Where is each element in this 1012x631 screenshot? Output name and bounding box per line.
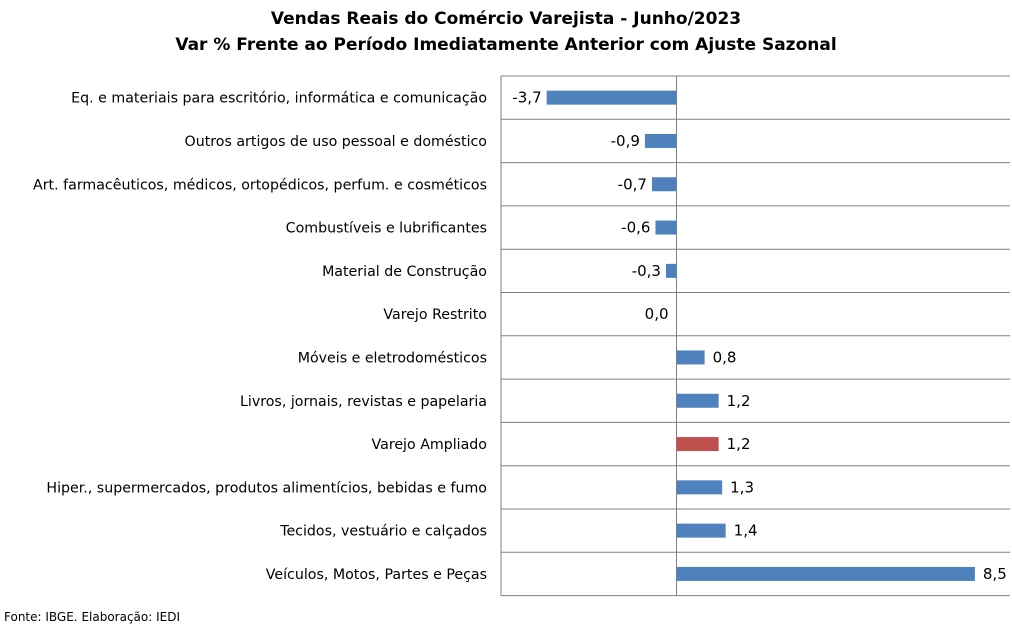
value-label: -3,7 [512, 89, 541, 107]
category-label: Veículos, Motos, Partes e Peças [266, 567, 487, 583]
value-label: -0,9 [611, 132, 640, 150]
value-label: -0,6 [621, 219, 650, 237]
category-label: Eq. e materiais para escritório, informá… [71, 91, 487, 107]
category-label: Móveis e eletrodomésticos [298, 350, 487, 366]
value-label: -0,3 [632, 262, 661, 280]
bar [676, 437, 719, 452]
bar [665, 263, 677, 278]
category-label: Tecidos, vestuário e calçados [279, 524, 487, 540]
value-label: -0,7 [618, 175, 647, 193]
bar [676, 480, 723, 495]
bar [644, 133, 677, 148]
category-label: Material de Construção [322, 264, 487, 280]
bar [546, 90, 677, 105]
chart-title-line-1: Vendas Reais do Comércio Varejista - Jun… [270, 9, 742, 29]
category-label: Art. farmacêuticos, médicos, ortopédicos… [33, 177, 487, 193]
category-label: Hiper., supermercados, produtos alimentí… [46, 480, 487, 496]
value-label: 1,2 [727, 435, 751, 453]
value-label: 0,0 [645, 305, 669, 323]
bar [676, 523, 726, 538]
bar [655, 220, 677, 235]
chart-subtitle: Var % Frente ao Período Imediatamente An… [175, 35, 837, 55]
bar [676, 393, 719, 408]
bar [676, 566, 975, 581]
value-label: 1,4 [734, 522, 758, 540]
category-label: Outros artigos de uso pessoal e doméstic… [185, 134, 487, 150]
bar [651, 177, 677, 192]
value-label: 1,2 [727, 392, 751, 410]
value-label: 0,8 [713, 348, 737, 366]
value-label: 1,3 [730, 478, 754, 496]
category-label: Livros, jornais, revistas e papelaria [240, 394, 487, 410]
chart-title: Vendas Reais do Comércio Varejista - Jun… [0, 6, 1012, 58]
bar [676, 350, 705, 365]
source-note: Fonte: IBGE. Elaboração: IEDI [4, 610, 181, 624]
category-label: Varejo Ampliado [372, 437, 487, 453]
category-label: Combustíveis e lubrificantes [286, 221, 487, 237]
category-label: Varejo Restrito [383, 307, 487, 323]
value-label: 8,5 [983, 565, 1007, 583]
